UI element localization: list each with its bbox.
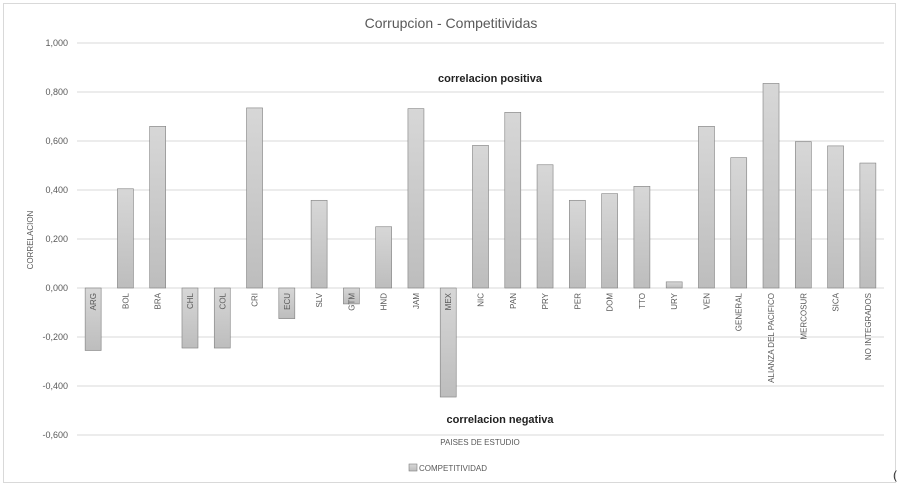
x-tick-label: NO INTEGRADOS	[864, 293, 873, 360]
y-tick-label: 0,600	[45, 136, 68, 146]
bar-pry	[536, 164, 554, 289]
y-tick-label: 0,400	[45, 185, 68, 195]
bar-ury	[665, 281, 683, 289]
x-tick-label: NIC	[477, 293, 486, 307]
bar-cri	[246, 107, 263, 289]
legend-label: COMPETITIVIDAD	[419, 464, 487, 473]
bar-arg	[84, 287, 102, 351]
bar-mex	[439, 287, 457, 398]
x-tick-label: GENERAL	[735, 292, 744, 331]
bar-slv	[310, 199, 328, 289]
bar-no-integrados	[859, 162, 877, 289]
x-tick-label: VEN	[702, 293, 711, 310]
bar-bol	[117, 188, 134, 289]
bar-ven	[698, 126, 715, 289]
x-tick-label: SICA	[832, 292, 841, 311]
x-tick-label: PER	[573, 293, 582, 310]
x-tick-label: CRI	[251, 293, 260, 307]
x-tick-label: ECU	[283, 293, 292, 310]
x-tick-label: ALIANZA DEL PACIFICO	[767, 293, 776, 383]
legend: COMPETITIVIDAD	[408, 463, 487, 473]
bar-nic	[472, 145, 489, 289]
x-tick-label: SLV	[315, 292, 324, 307]
bar-gtm	[343, 287, 360, 305]
trailing-character: (	[893, 468, 897, 482]
y-tick-label: -0,200	[42, 332, 68, 342]
y-axis-title: CORRELACION	[26, 210, 35, 269]
x-tick-label: JAM	[412, 293, 421, 309]
chart-title: Corrupcion - Competitividas	[365, 15, 538, 31]
x-tick-label: COL	[218, 292, 227, 309]
x-tick-label: MERCOSUR	[799, 293, 808, 340]
annotation-negative: correlacion negativa	[447, 414, 555, 426]
x-tick-label: HND	[380, 293, 389, 311]
x-tick-label: GTM	[347, 293, 356, 311]
x-tick-label: URY	[670, 292, 679, 309]
x-tick-label: TTO	[638, 293, 647, 309]
x-axis-title: PAISES DE ESTUDIO	[440, 438, 519, 447]
bar-ecu	[278, 287, 296, 319]
bar-dom	[601, 193, 618, 289]
y-tick-label: -0,400	[42, 381, 68, 391]
x-tick-label: PAN	[509, 293, 518, 309]
bar-general	[730, 157, 748, 289]
bar-col	[213, 287, 231, 349]
bar-mercosur	[794, 141, 812, 289]
bar-sica	[827, 145, 844, 289]
y-tick-label: -0,600	[42, 430, 68, 440]
bar-hnd	[375, 226, 392, 289]
y-tick-label: 0,000	[45, 283, 68, 293]
legend-swatch	[408, 463, 418, 472]
bar-per	[569, 199, 586, 289]
x-tick-label: MEX	[444, 292, 453, 310]
y-tick-label: 1,000	[45, 38, 68, 48]
bar-tto	[633, 186, 651, 289]
annotation-positive: correlacion positiva	[438, 73, 543, 85]
bar-alianza-del-pacifico	[762, 83, 780, 289]
x-tick-label: CHL	[186, 292, 195, 309]
x-tick-label: BRA	[154, 292, 163, 309]
x-tick-label: ARG	[89, 293, 98, 310]
x-tick-label: BOL	[121, 292, 130, 309]
x-tick-label: PRY	[541, 292, 550, 309]
bar-bra	[149, 126, 166, 289]
y-tick-label: 0,800	[45, 87, 68, 97]
bar-pan	[504, 112, 522, 289]
bar-jam	[407, 108, 425, 289]
bar-chl	[181, 287, 199, 349]
y-tick-label: 0,200	[45, 234, 68, 244]
x-tick-label: DOM	[606, 293, 615, 312]
